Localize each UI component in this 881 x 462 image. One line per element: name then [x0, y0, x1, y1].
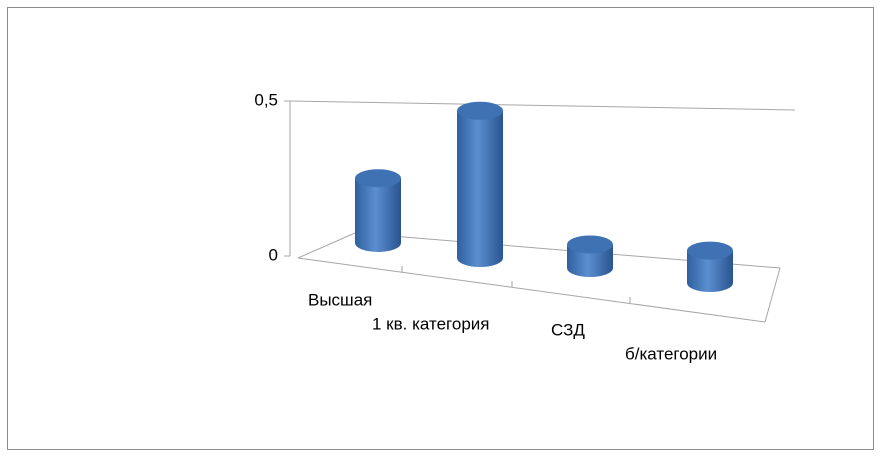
x-tick-label: б/категории [625, 344, 717, 363]
bar [567, 235, 613, 277]
y-tick-label: 0,5 [254, 90, 278, 109]
chart-frame [7, 7, 874, 450]
y-tick-label: 0 [269, 245, 278, 264]
bar-part [687, 241, 733, 260]
floor-left-edge [297, 232, 356, 259]
floor-right-edge [764, 267, 781, 323]
floor-front-edge [297, 257, 766, 323]
bar-part [567, 235, 613, 254]
x-tick-label: 1 кв. категория [372, 314, 489, 333]
bar-part [687, 250, 733, 292]
x-tick-label: Высшая [308, 290, 372, 309]
bar-part [355, 169, 401, 188]
bar [687, 241, 733, 292]
bar [355, 169, 401, 252]
bar [457, 101, 503, 267]
back-top-edge [289, 100, 796, 111]
x-tick-label: СЗД [551, 320, 585, 339]
bar-part [355, 178, 401, 252]
bar-part [457, 110, 503, 267]
bar-part [457, 101, 503, 120]
bar-part [567, 244, 613, 277]
